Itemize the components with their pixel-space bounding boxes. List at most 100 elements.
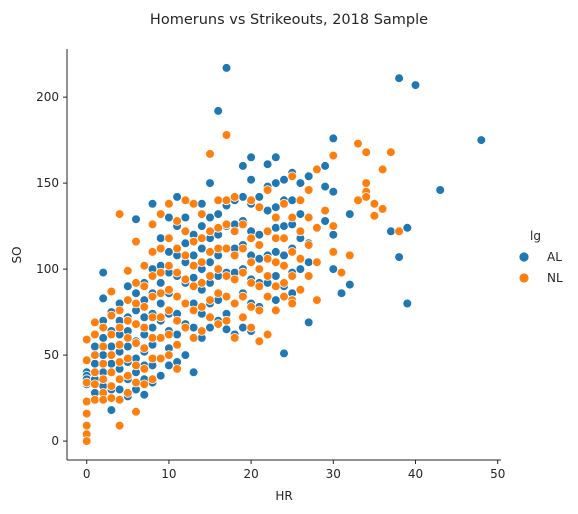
legend-title: lg: [530, 229, 541, 243]
data-point-nl: [164, 305, 174, 316]
data-point-al: [344, 279, 355, 290]
data-point-nl: [131, 377, 141, 388]
data-point-al: [131, 214, 141, 225]
data-point-nl: [295, 195, 306, 206]
data-point-nl: [106, 393, 117, 403]
data-point-nl: [295, 253, 306, 264]
data-point-nl: [328, 150, 339, 161]
data-point-al: [238, 161, 248, 171]
data-point-nl: [270, 233, 281, 244]
data-point-nl: [90, 317, 100, 328]
data-point-nl: [303, 271, 314, 281]
data-point-nl: [106, 381, 117, 391]
data-point-nl: [287, 212, 298, 223]
data-point-al: [205, 322, 215, 333]
data-point-al: [246, 174, 256, 185]
data-point-al: [328, 229, 339, 240]
data-point-nl: [353, 138, 363, 149]
data-point-nl: [287, 298, 298, 309]
data-point-nl: [147, 271, 158, 281]
data-point-nl: [197, 278, 207, 288]
data-point-al: [164, 360, 174, 371]
data-point-al: [172, 192, 182, 202]
data-point-nl: [229, 298, 240, 309]
data-point-nl: [197, 209, 207, 219]
data-point-al: [386, 226, 396, 237]
data-point-al: [320, 161, 330, 171]
data-point-nl: [90, 329, 100, 340]
data-point-nl: [123, 388, 133, 398]
data-point-nl: [188, 199, 199, 209]
data-point-nl: [139, 260, 150, 271]
x-tick-label: 40: [408, 467, 423, 481]
data-point-al: [279, 174, 289, 185]
chart-title: Homeruns vs Strikeouts, 2018 Sample: [150, 12, 428, 28]
data-point-nl: [123, 370, 133, 381]
data-point-nl: [394, 226, 404, 237]
data-point-al: [270, 152, 281, 163]
x-tick-label: 50: [490, 467, 505, 481]
data-point-nl: [98, 358, 108, 369]
data-point-al: [254, 253, 265, 264]
data-point-nl: [361, 192, 372, 202]
data-point-nl: [164, 260, 174, 271]
data-point-al: [254, 229, 265, 240]
data-point-nl: [188, 281, 199, 292]
data-point-nl: [81, 436, 92, 446]
data-point-al: [188, 322, 199, 333]
data-point-al: [155, 278, 166, 288]
data-point-nl: [361, 178, 372, 188]
data-point-nl: [114, 357, 125, 367]
data-point-al: [410, 80, 421, 90]
data-point-al: [180, 238, 191, 249]
data-point-nl: [147, 333, 158, 343]
data-point-nl: [254, 305, 265, 316]
axes: [66, 49, 501, 461]
data-point-al: [180, 350, 191, 360]
data-point-nl: [303, 212, 314, 223]
data-point-al: [303, 257, 314, 268]
data-point-al: [270, 271, 281, 281]
data-point-al: [221, 63, 232, 73]
data-point-al: [295, 178, 306, 188]
data-point-nl: [155, 312, 166, 323]
data-point-nl: [221, 243, 232, 254]
data-point-al: [238, 322, 248, 333]
data-point-al: [279, 348, 289, 359]
data-point-nl: [213, 319, 224, 329]
x-tick-label: 10: [161, 467, 176, 481]
data-point-nl: [238, 267, 248, 278]
data-point-al: [164, 212, 174, 223]
data-point-al: [328, 186, 339, 197]
data-point-al: [246, 152, 256, 163]
data-point-al: [295, 264, 306, 274]
data-point-al: [155, 370, 166, 381]
data-point-al: [155, 298, 166, 309]
data-point-nl: [188, 305, 199, 316]
data-point-al: [139, 389, 150, 400]
data-point-nl: [123, 333, 133, 343]
data-point-nl: [147, 247, 158, 257]
data-point-nl: [131, 338, 141, 348]
data-point-nl: [213, 195, 224, 206]
data-point-nl: [262, 253, 273, 264]
data-point-al: [139, 312, 150, 323]
data-point-nl: [114, 322, 125, 333]
data-point-nl: [279, 260, 289, 271]
data-point-al: [98, 350, 108, 360]
data-point-nl: [353, 195, 363, 206]
data-point-nl: [98, 394, 108, 405]
data-point-nl: [164, 233, 174, 244]
data-point-nl: [262, 226, 273, 237]
data-point-nl: [254, 264, 265, 274]
data-point-nl: [361, 147, 372, 158]
legend-label-nl: NL: [547, 271, 563, 285]
data-point-nl: [221, 271, 232, 281]
data-point-nl: [312, 223, 322, 233]
y-ticks: 0 50 100 150 200: [36, 90, 67, 448]
data-point-nl: [312, 257, 322, 268]
data-point-al: [106, 358, 117, 369]
data-point-nl: [147, 219, 158, 230]
data-point-nl: [147, 374, 158, 385]
data-point-nl: [106, 329, 117, 340]
